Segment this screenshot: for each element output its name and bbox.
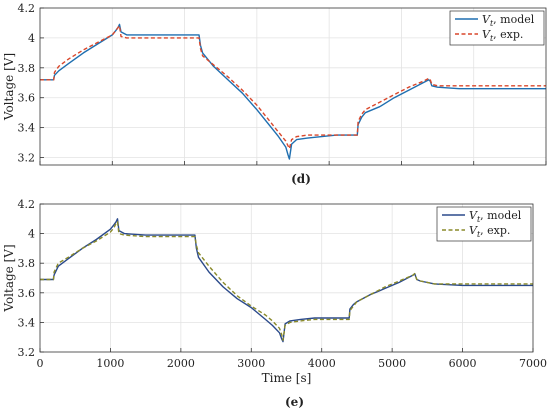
x-tick-label: 4000 <box>308 357 336 370</box>
y-tick-label: 4.2 <box>18 2 36 15</box>
panel-label-d: (d) <box>291 172 311 186</box>
y-tick-label: 3.4 <box>18 316 36 329</box>
y-axis-label-d: Voltage [V] <box>2 53 16 121</box>
plot-frame-d <box>39 7 547 166</box>
y-tick-label: 3.4 <box>18 122 36 135</box>
y-tick-label: 4 <box>28 32 35 45</box>
y-tick-label: 4 <box>28 228 35 241</box>
y-tick-label: 4.2 <box>18 198 36 211</box>
plot-frame-e <box>39 203 534 353</box>
x-tick-label: 1000 <box>96 357 124 370</box>
legend-box <box>436 206 532 242</box>
x-tick-label: 2000 <box>167 357 195 370</box>
legend-box <box>449 10 545 46</box>
chart-panel-e: 3.2 3.4 3.6 3.8 4 4.2 0 1000 2000 3000 4000 5000 600… <box>2 198 547 409</box>
y-tick-label: 3.8 <box>18 62 36 75</box>
x-tick-label: 6000 <box>449 357 477 370</box>
y-axis-label-e: Voltage [V] <box>2 244 16 312</box>
series-line-model <box>40 23 546 160</box>
y-tick-label: 3.8 <box>18 257 36 270</box>
x-tick-label: 0 <box>37 357 44 370</box>
series-layer-e <box>40 218 533 343</box>
x-tick-label: 7000 <box>519 357 547 370</box>
ticks-e: 3.2 3.4 3.6 3.8 4 4.2 0 1000 2000 3000 4000 5000 600… <box>18 198 548 370</box>
series-layer-d <box>40 23 546 160</box>
series-line-model <box>40 218 533 343</box>
legend-entry: Vt, model <box>469 209 522 224</box>
chart-panel-d: 3.2 3.4 3.6 3.8 4 4.2 Voltage [V] Vt, modelVt… <box>2 2 547 186</box>
y-tick-label: 3.2 <box>18 346 36 359</box>
series-line-exp <box>40 221 533 341</box>
x-tick-label: 5000 <box>378 357 406 370</box>
legend-entry: Vt, exp. <box>469 224 510 239</box>
x-tick-label: 3000 <box>237 357 265 370</box>
y-tick-label: 3.6 <box>18 92 36 105</box>
y-tick-label: 3.2 <box>18 152 36 165</box>
x-axis-label-e: Time [s] <box>262 371 312 385</box>
y-tick-label: 3.6 <box>18 287 36 300</box>
panel-label-e: (e) <box>285 395 304 409</box>
legend-entry: Vt, exp. <box>482 28 523 43</box>
legend-entry: Vt, model <box>482 13 535 28</box>
